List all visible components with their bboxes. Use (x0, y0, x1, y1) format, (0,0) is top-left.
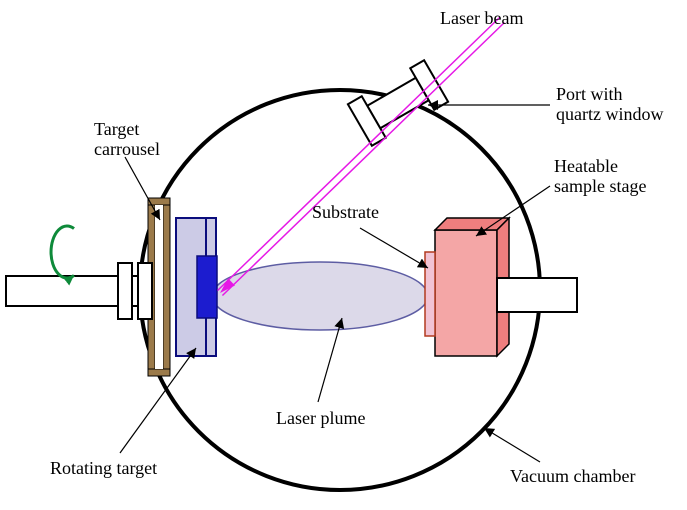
canvas-bg (0, 0, 687, 510)
pld-diagram: Laser beamPort withquartz windowTargetca… (0, 0, 687, 510)
label-laser-beam: Laser beam (440, 8, 523, 28)
substrate-rect (425, 252, 435, 336)
sample-stage-front (435, 230, 497, 356)
label-vacuum-chamber: Vacuum chamber (510, 466, 635, 486)
stage-shaft (497, 278, 577, 312)
rotating-target-body (176, 218, 217, 356)
rotating-target-inner (197, 256, 217, 318)
label-substrate: Substrate (312, 202, 379, 222)
laser-plume (212, 262, 428, 330)
label-laser-plume: Laser plume (276, 408, 365, 428)
label-rotating-target: Rotating target (50, 458, 157, 478)
